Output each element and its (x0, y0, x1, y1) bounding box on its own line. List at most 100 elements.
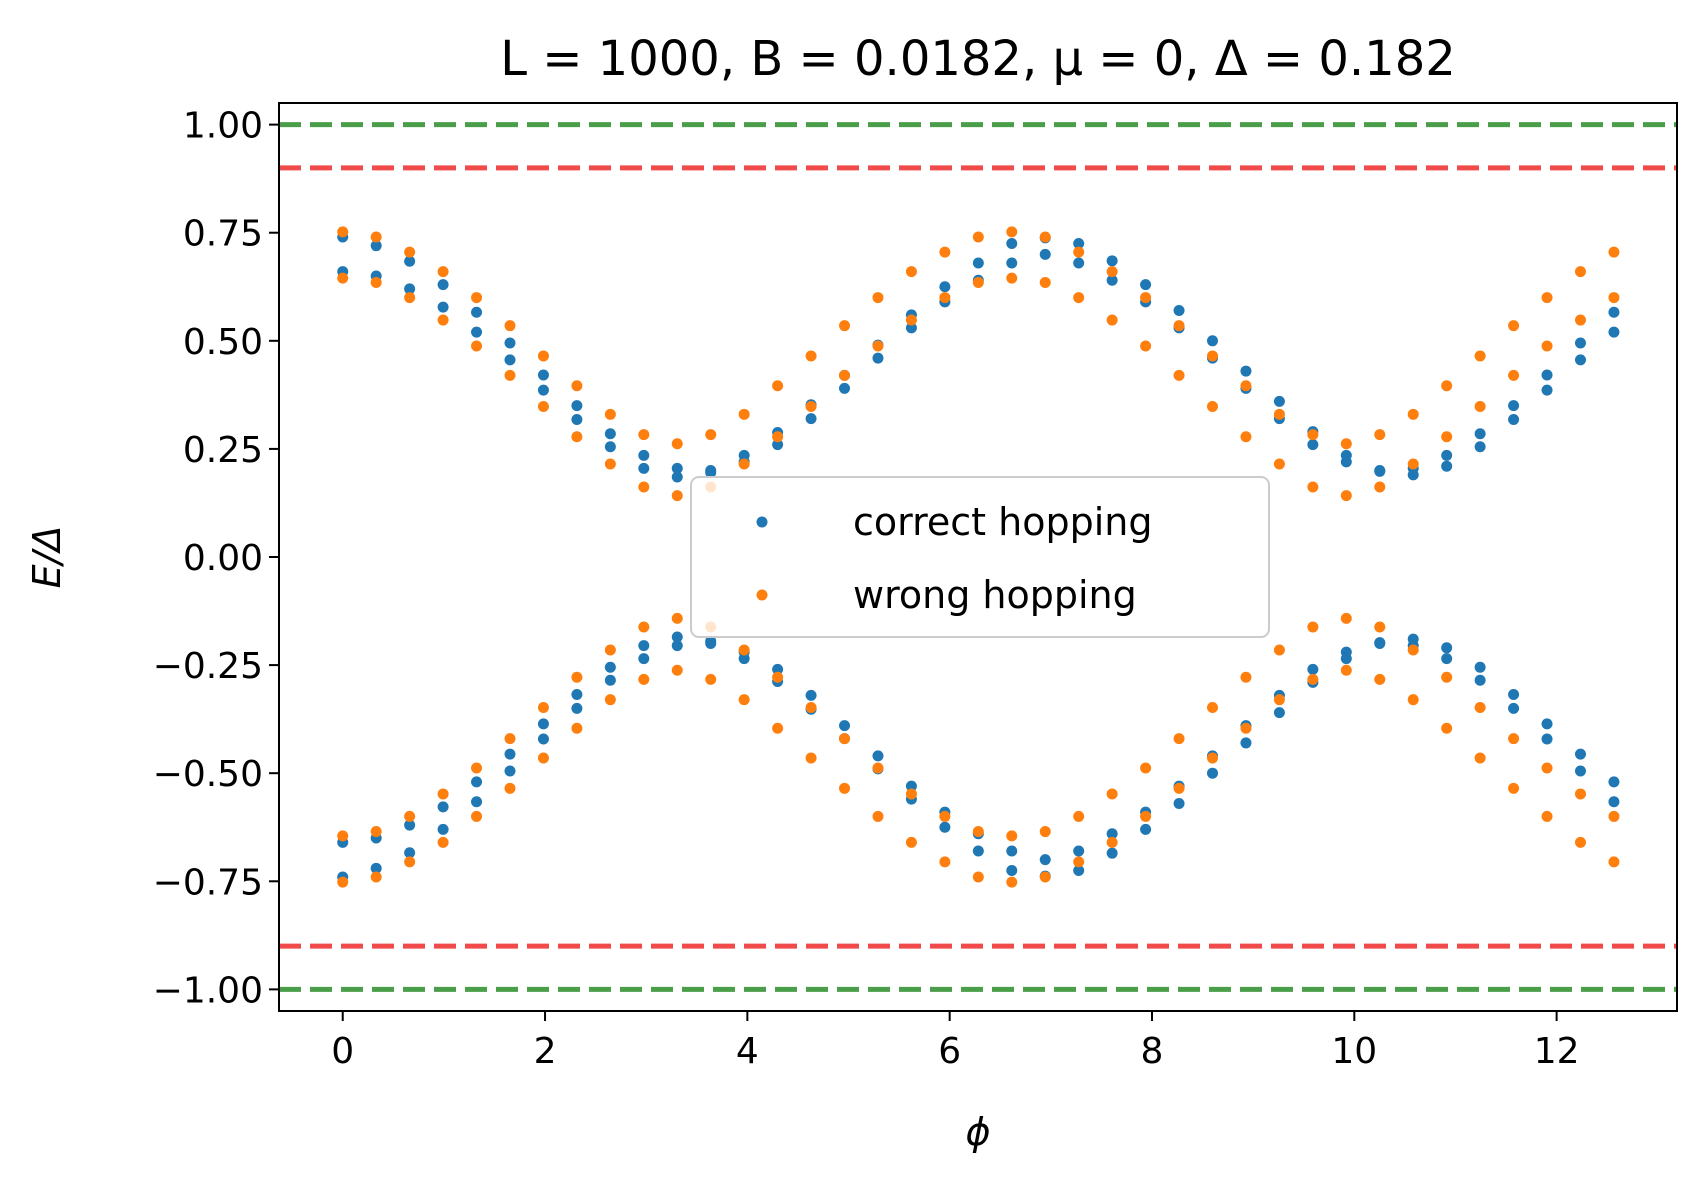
point-correct-hopping-b1-neg-7 (571, 688, 583, 700)
point-correct-hopping-b0-pos-15 (839, 382, 851, 394)
point-wrong-hopping-b1-pos-20 (1006, 272, 1018, 284)
point-correct-hopping-b1-pos-31 (1374, 465, 1386, 477)
point-correct-hopping-b0-neg-36 (1541, 733, 1553, 745)
y-axis-ticks: 1.00 0.75 0.50 0.25 0.00 −0.25 −0.50 −0.75 −1.00 (153, 106, 279, 1011)
point-wrong-hopping-b0-pos-33 (1441, 380, 1453, 392)
point-wrong-hopping-b0-neg-19 (972, 871, 984, 883)
point-correct-hopping-b1-pos-7 (571, 414, 583, 426)
point-correct-hopping-b0-neg-7 (571, 702, 583, 714)
point-correct-hopping-b0-neg-23 (1106, 828, 1118, 840)
point-wrong-hopping-b0-neg-37 (1574, 836, 1586, 848)
point-wrong-hopping-b0-neg-4 (471, 810, 483, 822)
point-correct-hopping-b0-pos-8 (604, 428, 616, 440)
point-wrong-hopping-b1-pos-10 (671, 490, 683, 502)
point-correct-hopping-b0-neg-35 (1508, 702, 1520, 714)
point-correct-hopping-b1-pos-34 (1474, 441, 1486, 453)
point-correct-hopping-b0-pos-2 (404, 255, 416, 267)
point-wrong-hopping-b0-pos-12 (738, 408, 750, 420)
point-wrong-hopping-b0-pos-22 (1073, 246, 1085, 258)
point-correct-hopping-b0-pos-34 (1474, 428, 1486, 440)
point-wrong-hopping-b1-pos-7 (571, 431, 583, 443)
point-correct-hopping-b1-neg-31 (1374, 637, 1386, 649)
point-wrong-hopping-b1-pos-12 (738, 458, 750, 470)
point-correct-hopping-b0-pos-38 (1608, 306, 1620, 318)
legend: correct hopping wrong hopping (690, 476, 1270, 638)
point-wrong-hopping-b1-neg-12 (738, 644, 750, 656)
point-wrong-hopping-b0-neg-0 (337, 876, 349, 888)
y-tick-label: −1.00 (153, 970, 263, 1011)
y-tick-label: −0.25 (153, 646, 263, 687)
x-axis-ticks: 0 2 4 6 8 10 12 (331, 1011, 1580, 1072)
point-correct-hopping-b0-neg-2 (404, 847, 416, 859)
point-wrong-hopping-b1-pos-32 (1407, 458, 1419, 470)
point-wrong-hopping-b1-pos-3 (437, 314, 449, 326)
point-wrong-hopping-b1-pos-27 (1240, 431, 1252, 443)
point-wrong-hopping-b1-neg-0 (337, 830, 349, 842)
point-wrong-hopping-b0-pos-6 (537, 350, 549, 362)
point-wrong-hopping-b0-pos-19 (972, 231, 984, 243)
point-correct-hopping-b0-pos-4 (471, 306, 483, 318)
point-correct-hopping-b0-pos-10 (671, 462, 683, 474)
point-wrong-hopping-b1-neg-27 (1240, 671, 1252, 683)
point-correct-hopping-b1-neg-19 (972, 845, 984, 857)
point-wrong-hopping-b1-pos-23 (1106, 314, 1118, 326)
point-correct-hopping-b0-pos-37 (1574, 337, 1586, 349)
point-correct-hopping-b1-neg-5 (504, 748, 516, 760)
point-wrong-hopping-b1-pos-5 (504, 369, 516, 381)
point-wrong-hopping-b1-pos-38 (1608, 292, 1620, 304)
point-wrong-hopping-b1-pos-9 (638, 481, 650, 493)
point-correct-hopping-b0-pos-22 (1073, 257, 1085, 269)
point-correct-hopping-b0-neg-22 (1073, 845, 1085, 857)
point-wrong-hopping-b0-pos-16 (872, 292, 884, 304)
point-wrong-hopping-b1-pos-34 (1474, 401, 1486, 413)
point-wrong-hopping-b1-pos-28 (1273, 458, 1285, 470)
point-correct-hopping-b1-pos-20 (1006, 238, 1018, 250)
point-wrong-hopping-b1-pos-37 (1574, 314, 1586, 326)
point-wrong-hopping-b0-neg-22 (1073, 856, 1085, 868)
point-wrong-hopping-b0-pos-34 (1474, 350, 1486, 362)
point-correct-hopping-b0-neg-37 (1574, 765, 1586, 777)
point-correct-hopping-b0-neg-3 (437, 823, 449, 835)
point-correct-hopping-b0-pos-33 (1441, 449, 1453, 461)
point-wrong-hopping-b1-neg-14 (805, 701, 817, 713)
point-correct-hopping-b0-pos-7 (571, 400, 583, 412)
point-correct-hopping-b0-neg-33 (1441, 653, 1453, 665)
point-correct-hopping-b1-neg-36 (1541, 718, 1553, 730)
point-correct-hopping-b0-pos-29 (1307, 439, 1319, 451)
point-wrong-hopping-b1-pos-25 (1173, 369, 1185, 381)
point-correct-hopping-b0-neg-29 (1307, 663, 1319, 675)
point-wrong-hopping-b0-pos-18 (939, 246, 951, 258)
legend-label-correct-hopping: correct hopping (853, 500, 1152, 544)
point-wrong-hopping-b1-pos-19 (972, 276, 984, 288)
point-correct-hopping-b0-pos-20 (1006, 257, 1018, 269)
point-wrong-hopping-b1-neg-2 (404, 810, 416, 822)
point-wrong-hopping-b0-pos-15 (839, 320, 851, 332)
point-wrong-hopping-b1-pos-36 (1541, 340, 1553, 352)
point-wrong-hopping-b0-pos-20 (1006, 226, 1018, 238)
y-tick-label: 0.75 (183, 214, 263, 255)
point-correct-hopping-b1-neg-8 (604, 661, 616, 673)
point-correct-hopping-b0-neg-6 (537, 733, 549, 745)
point-wrong-hopping-b1-neg-35 (1508, 733, 1520, 745)
point-correct-hopping-b1-neg-20 (1006, 864, 1018, 876)
point-wrong-hopping-b1-pos-26 (1207, 401, 1219, 413)
point-correct-hopping-b1-pos-9 (638, 462, 650, 474)
point-wrong-hopping-b1-neg-37 (1574, 788, 1586, 800)
point-correct-hopping-b0-pos-21 (1039, 248, 1051, 260)
point-wrong-hopping-b1-pos-22 (1073, 292, 1085, 304)
point-wrong-hopping-b0-neg-5 (504, 782, 516, 794)
point-correct-hopping-b0-pos-6 (537, 369, 549, 381)
point-correct-hopping-b0-pos-3 (437, 279, 449, 291)
legend-marker-correct-hopping (756, 516, 768, 528)
point-wrong-hopping-b1-pos-21 (1039, 276, 1051, 288)
x-axis-label: ϕ (965, 1110, 990, 1154)
legend-marker-wrong-hopping (756, 589, 768, 601)
point-correct-hopping-b1-neg-32 (1407, 633, 1419, 645)
point-wrong-hopping-b0-neg-31 (1374, 673, 1386, 685)
point-wrong-hopping-b0-pos-26 (1207, 350, 1219, 362)
point-correct-hopping-b0-pos-14 (805, 413, 817, 425)
point-correct-hopping-b1-neg-4 (471, 776, 483, 788)
point-wrong-hopping-b0-pos-31 (1374, 429, 1386, 441)
point-wrong-hopping-b0-pos-4 (471, 292, 483, 304)
point-wrong-hopping-b1-neg-28 (1273, 644, 1285, 656)
